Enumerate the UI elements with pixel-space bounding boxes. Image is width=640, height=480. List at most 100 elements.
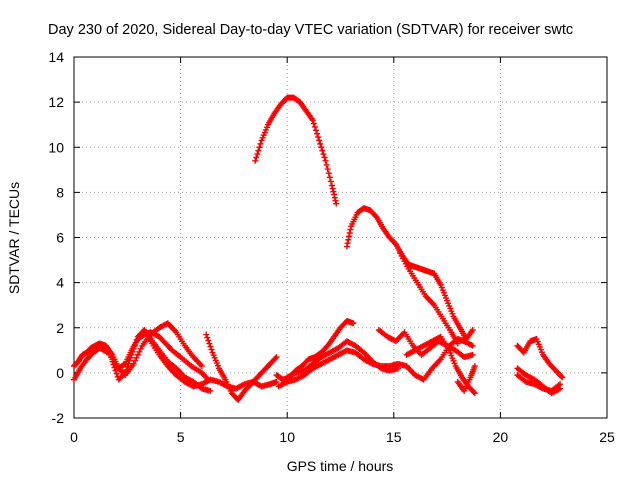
data-point <box>207 387 214 394</box>
chart-title: Day 230 of 2020, Sidereal Day-to-day VTE… <box>48 22 573 38</box>
data-point <box>128 351 135 358</box>
data-point <box>316 137 323 144</box>
data-point <box>323 161 330 168</box>
data-point <box>273 354 280 361</box>
data-point <box>310 120 317 127</box>
data-point <box>309 117 316 124</box>
data-point <box>311 123 318 130</box>
y-tick-label: 14 <box>48 49 64 65</box>
data-point <box>315 134 322 141</box>
data-point <box>395 365 402 372</box>
y-tick-label: -2 <box>52 410 65 426</box>
data-point <box>327 178 334 185</box>
x-tick-label: 20 <box>493 429 509 445</box>
data-point <box>471 363 478 370</box>
y-tick-label: 0 <box>56 365 64 381</box>
data-point <box>132 339 139 346</box>
data-point <box>347 226 354 233</box>
data-point <box>131 342 138 349</box>
data-point <box>130 360 137 367</box>
data-point <box>331 194 338 201</box>
data-point <box>121 361 128 368</box>
data-point <box>198 363 205 370</box>
data-point <box>318 144 325 151</box>
data-point <box>314 130 321 137</box>
y-tick-label: 6 <box>56 230 64 246</box>
data-point <box>207 343 214 350</box>
data-point <box>324 166 331 173</box>
data-point <box>346 233 353 240</box>
data-point <box>557 381 564 388</box>
data-point <box>137 345 144 352</box>
series-arc3 <box>397 250 461 347</box>
x-tick-label: 25 <box>599 429 615 445</box>
y-tick-label: 4 <box>56 275 64 291</box>
data-point <box>469 327 476 334</box>
data-point <box>205 337 212 344</box>
data-point <box>252 157 259 164</box>
data-point <box>257 140 264 147</box>
y-tick-label: 10 <box>48 139 64 155</box>
data-point <box>344 240 351 247</box>
data-point <box>206 340 213 347</box>
data-point <box>133 354 140 361</box>
axis-ticks: 0 5 10 15 20 25 -2 0 2 4 6 8 10 12 14 <box>48 49 615 445</box>
data-point <box>132 357 139 364</box>
data-point <box>558 373 565 380</box>
data-point <box>325 170 332 177</box>
y-tick-label: 8 <box>56 184 64 200</box>
data-point <box>112 367 119 374</box>
series-arc16 <box>514 336 566 381</box>
data-point <box>255 147 262 154</box>
data-point <box>126 357 133 364</box>
series-arc18 <box>514 372 564 394</box>
data-point <box>253 154 260 161</box>
data-point <box>203 331 210 338</box>
data-point <box>329 185 336 192</box>
data-point <box>134 351 141 358</box>
data-point <box>127 354 134 361</box>
data-point <box>319 147 326 154</box>
x-tick-label: 0 <box>70 429 78 445</box>
data-point <box>346 229 353 236</box>
data-point <box>469 351 476 358</box>
data-point <box>273 378 280 385</box>
data-point <box>130 345 137 352</box>
data-point <box>331 191 338 198</box>
data-point <box>125 360 132 367</box>
series-arc2 <box>343 205 476 343</box>
data-point <box>272 355 279 362</box>
data-point <box>254 151 261 158</box>
data-point <box>256 144 263 151</box>
data-point <box>321 154 328 161</box>
grid-lines <box>74 57 607 418</box>
series-arc15 <box>454 363 478 394</box>
data-point <box>129 348 136 355</box>
data-point <box>133 336 140 343</box>
data-point <box>320 151 327 158</box>
data-point <box>559 374 566 381</box>
series-arc11 <box>284 338 402 381</box>
data-point <box>330 188 337 195</box>
data-point <box>333 200 340 207</box>
data-point <box>312 127 319 134</box>
y-tick-label: 12 <box>48 94 64 110</box>
data-point <box>332 197 339 204</box>
data-point <box>470 389 477 396</box>
data-point <box>208 346 215 353</box>
data-point <box>471 390 478 397</box>
data-point <box>372 213 379 220</box>
data-point <box>204 334 211 341</box>
series-arc8 <box>203 331 280 403</box>
plot-area-frame <box>73 56 608 419</box>
data-point <box>345 236 352 243</box>
series-arc6 <box>71 320 205 383</box>
x-tick-label: 15 <box>386 429 402 445</box>
x-axis-label: GPS time / hours <box>287 458 394 474</box>
series-arc1 <box>252 94 340 207</box>
x-tick-label: 5 <box>177 429 185 445</box>
data-point <box>326 174 333 181</box>
data-point <box>469 342 476 349</box>
data-point <box>113 370 120 377</box>
